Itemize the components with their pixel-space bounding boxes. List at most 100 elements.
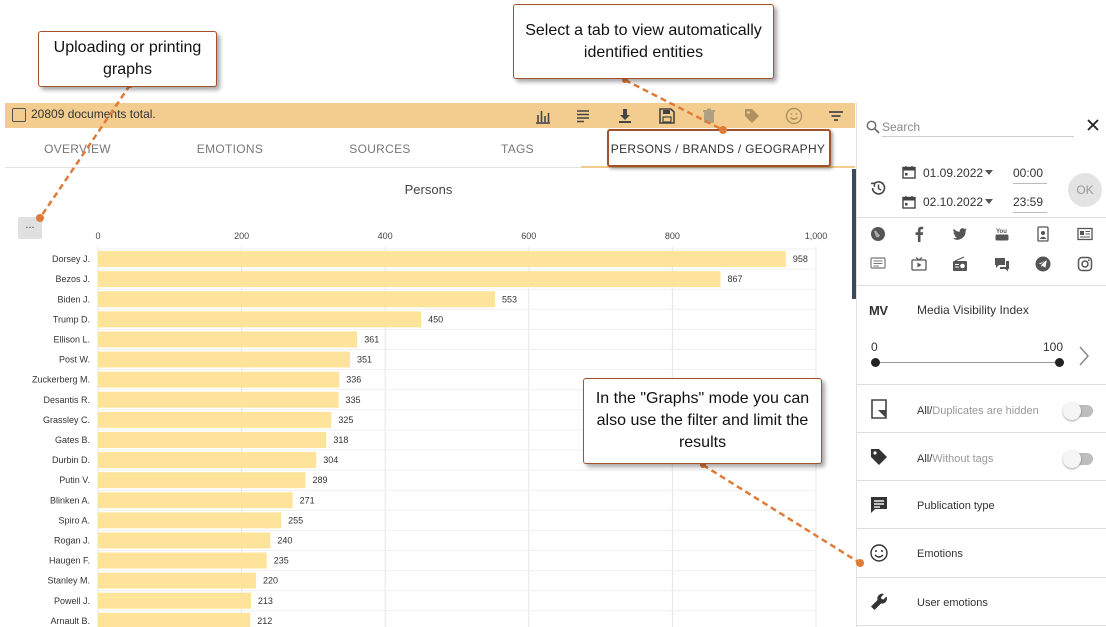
bar-chart-icon[interactable] bbox=[532, 105, 554, 127]
bar[interactable] bbox=[98, 612, 251, 627]
tv-icon[interactable] bbox=[910, 255, 928, 273]
bar[interactable] bbox=[98, 331, 358, 348]
date-from-dropdown-icon[interactable] bbox=[985, 170, 993, 175]
divider bbox=[857, 528, 1106, 529]
bar[interactable] bbox=[98, 472, 306, 489]
x-tick-label: 400 bbox=[378, 231, 393, 241]
duplicates-toggle[interactable] bbox=[1063, 402, 1093, 420]
close-icon[interactable] bbox=[1085, 117, 1101, 133]
documents-toolbar: 20809 documents total. bbox=[5, 103, 855, 128]
bar[interactable] bbox=[98, 411, 332, 428]
tab-sources[interactable]: SOURCES bbox=[349, 142, 411, 156]
bar[interactable] bbox=[98, 351, 351, 368]
category-label: Gates B. bbox=[55, 435, 90, 445]
web-icon[interactable] bbox=[869, 225, 887, 243]
bar[interactable] bbox=[98, 291, 496, 308]
data-label: 351 bbox=[357, 355, 372, 365]
bar[interactable] bbox=[98, 552, 267, 569]
category-label: Grassley C. bbox=[43, 415, 90, 425]
data-label: 336 bbox=[346, 375, 361, 385]
category-label: Arnault B. bbox=[50, 616, 90, 626]
range-min: 0 bbox=[871, 340, 878, 354]
bar[interactable] bbox=[98, 311, 422, 328]
chart-scrollbar[interactable] bbox=[852, 169, 856, 299]
tab-tags[interactable]: TAGS bbox=[501, 142, 534, 156]
chart-export-menu-button[interactable]: ... bbox=[18, 217, 42, 239]
comment-icon[interactable] bbox=[869, 255, 887, 273]
category-label: Rogan J. bbox=[54, 535, 90, 545]
bar[interactable] bbox=[98, 391, 339, 408]
category-label: Bezos J. bbox=[55, 274, 90, 284]
instagram-icon[interactable] bbox=[1076, 255, 1094, 273]
divider bbox=[857, 625, 1106, 626]
divider bbox=[857, 217, 1106, 218]
search-input[interactable] bbox=[882, 117, 1074, 137]
date-from[interactable]: 01.09.2022 bbox=[923, 166, 984, 180]
data-label: 318 bbox=[333, 435, 348, 445]
list-icon[interactable] bbox=[572, 105, 594, 127]
delete-icon[interactable] bbox=[698, 105, 720, 127]
chart-title: Persons bbox=[404, 182, 453, 197]
filter-panel: 01.09.2022 00:00 02.10.2022 23:59 OK You… bbox=[857, 103, 1106, 627]
date-to-dropdown-icon[interactable] bbox=[985, 199, 993, 204]
news-icon[interactable] bbox=[1076, 225, 1094, 243]
range-max: 100 bbox=[1043, 340, 1064, 354]
smile-icon[interactable] bbox=[783, 105, 805, 127]
radio-icon[interactable] bbox=[951, 255, 969, 273]
divider bbox=[857, 384, 1106, 385]
emotions-icon bbox=[870, 544, 888, 562]
media-visibility-index-label: Media Visibility Index bbox=[917, 303, 1029, 317]
filter-icon[interactable] bbox=[825, 105, 847, 127]
category-label: Post W. bbox=[59, 355, 90, 365]
bar[interactable] bbox=[98, 271, 721, 288]
bar[interactable] bbox=[98, 371, 340, 388]
time-to[interactable]: 23:59 bbox=[1013, 195, 1047, 213]
mvi-slider-max-handle[interactable] bbox=[1055, 358, 1064, 367]
tab-callout: Select a tab to view automatically ident… bbox=[513, 4, 774, 79]
telegram-icon[interactable] bbox=[1034, 255, 1052, 273]
bar[interactable] bbox=[98, 452, 317, 469]
mvi-slider-track[interactable] bbox=[875, 362, 1059, 363]
profile-icon[interactable] bbox=[1034, 225, 1052, 243]
forum-icon[interactable] bbox=[993, 255, 1011, 273]
category-label: Durbin D. bbox=[52, 455, 90, 465]
user-emotions-label[interactable]: User emotions bbox=[917, 597, 988, 609]
calendar-to-icon[interactable] bbox=[902, 195, 916, 209]
emotions-label[interactable]: Emotions bbox=[917, 548, 963, 560]
tag-icon[interactable] bbox=[741, 105, 763, 127]
facebook-icon[interactable] bbox=[910, 225, 928, 243]
youtube-icon[interactable]: You bbox=[993, 225, 1011, 243]
category-label: Biden J. bbox=[57, 294, 90, 304]
download-icon[interactable] bbox=[614, 105, 636, 127]
bar[interactable] bbox=[98, 512, 282, 529]
upload-callout: Uploading or printing graphs bbox=[38, 31, 217, 87]
data-label: 867 bbox=[728, 274, 743, 284]
twitter-icon[interactable] bbox=[951, 225, 969, 243]
tags-toggle[interactable] bbox=[1063, 450, 1093, 468]
select-all-checkbox[interactable] bbox=[12, 108, 26, 122]
time-from[interactable]: 00:00 bbox=[1013, 166, 1047, 184]
mvi-slider-min-handle[interactable] bbox=[871, 358, 880, 367]
svg-text:You: You bbox=[996, 229, 1007, 235]
category-label: Ellison L. bbox=[53, 334, 90, 344]
x-tick-label: 1,000 bbox=[805, 231, 828, 241]
publication-type-label[interactable]: Publication type bbox=[917, 500, 995, 512]
active-tab-highlight bbox=[607, 129, 831, 167]
chevron-right-icon[interactable] bbox=[1077, 345, 1091, 367]
tab-emotions[interactable]: EMOTIONS bbox=[196, 142, 264, 156]
bar[interactable] bbox=[98, 492, 293, 509]
tab-persons-brands-geography[interactable]: PERSONS / BRANDS / GEOGRAPHY bbox=[581, 128, 855, 168]
data-label: 255 bbox=[288, 515, 303, 525]
bar[interactable] bbox=[98, 431, 327, 448]
bar[interactable] bbox=[98, 572, 256, 589]
bar[interactable] bbox=[98, 592, 251, 609]
ok-button[interactable]: OK bbox=[1068, 173, 1102, 207]
calendar-from-icon[interactable] bbox=[902, 165, 916, 179]
date-to[interactable]: 02.10.2022 bbox=[923, 195, 984, 209]
bar[interactable] bbox=[98, 532, 271, 549]
bar[interactable] bbox=[98, 251, 786, 268]
category-label: Haugen F. bbox=[49, 556, 90, 566]
save-icon[interactable] bbox=[656, 105, 678, 127]
tab-overview[interactable]: OVERVIEW bbox=[44, 142, 111, 156]
data-label: 304 bbox=[323, 455, 338, 465]
